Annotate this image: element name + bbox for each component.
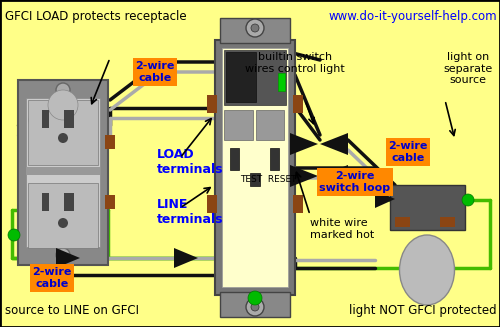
Text: www.do-it-yourself-help.com: www.do-it-yourself-help.com — [328, 10, 497, 23]
Text: 2-wire
cable: 2-wire cable — [388, 141, 428, 163]
Circle shape — [251, 24, 259, 32]
Text: 2-wire
cable: 2-wire cable — [136, 61, 174, 83]
Bar — [278, 73, 285, 91]
Bar — [390, 185, 465, 230]
Text: 2-wire
switch loop: 2-wire switch loop — [320, 171, 390, 193]
Text: white wire
marked hot: white wire marked hot — [310, 218, 374, 240]
Text: LOAD
terminals: LOAD terminals — [157, 148, 224, 176]
Circle shape — [48, 90, 78, 120]
Polygon shape — [290, 133, 318, 155]
Bar — [220, 18, 290, 43]
Bar — [29, 104, 97, 136]
Text: light on
separate
source: light on separate source — [444, 52, 492, 85]
Bar — [220, 292, 290, 317]
Text: light NOT GFCI protected: light NOT GFCI protected — [350, 304, 497, 317]
Polygon shape — [375, 190, 395, 208]
Circle shape — [462, 194, 474, 206]
Text: LINE
terminals: LINE terminals — [157, 198, 224, 226]
Text: GFCI LOAD protects receptacle: GFCI LOAD protects receptacle — [5, 10, 186, 23]
Circle shape — [29, 104, 61, 136]
Ellipse shape — [400, 235, 454, 305]
Bar — [64, 193, 74, 211]
Bar — [222, 48, 288, 287]
Polygon shape — [56, 248, 80, 268]
Text: builtin switch
wires control light: builtin switch wires control light — [245, 52, 345, 74]
Circle shape — [56, 248, 70, 262]
Bar — [230, 148, 239, 170]
Circle shape — [58, 133, 68, 143]
Bar — [105, 195, 115, 209]
Polygon shape — [174, 248, 198, 268]
Bar — [64, 110, 74, 128]
Bar — [26, 98, 100, 247]
Bar — [224, 110, 253, 140]
Text: 2-wire
cable: 2-wire cable — [32, 267, 72, 289]
Bar — [207, 95, 217, 113]
Circle shape — [65, 104, 97, 136]
Bar — [28, 100, 98, 165]
Bar — [26, 167, 100, 175]
Circle shape — [251, 303, 259, 311]
Bar — [395, 217, 410, 227]
Bar — [256, 110, 284, 140]
Circle shape — [246, 19, 264, 37]
Bar — [440, 217, 455, 227]
Bar — [105, 135, 115, 149]
Circle shape — [246, 298, 264, 316]
Bar — [270, 148, 279, 170]
Circle shape — [8, 229, 20, 241]
Bar — [215, 40, 295, 295]
Bar — [42, 110, 49, 128]
Bar — [207, 195, 217, 213]
Text: TEST  RESET: TEST RESET — [240, 175, 296, 184]
Polygon shape — [320, 165, 348, 187]
Circle shape — [58, 218, 68, 228]
Text: source to LINE on GFCI: source to LINE on GFCI — [5, 304, 139, 317]
Bar — [293, 195, 303, 213]
Circle shape — [248, 291, 262, 305]
Bar — [42, 193, 49, 211]
Bar — [28, 183, 98, 248]
Polygon shape — [290, 165, 318, 187]
Bar — [224, 50, 286, 105]
Bar — [18, 80, 108, 265]
Bar — [64, 110, 71, 128]
Circle shape — [56, 83, 70, 97]
Bar — [226, 52, 256, 102]
Polygon shape — [320, 133, 348, 155]
Bar — [250, 173, 260, 186]
Bar — [293, 95, 303, 113]
